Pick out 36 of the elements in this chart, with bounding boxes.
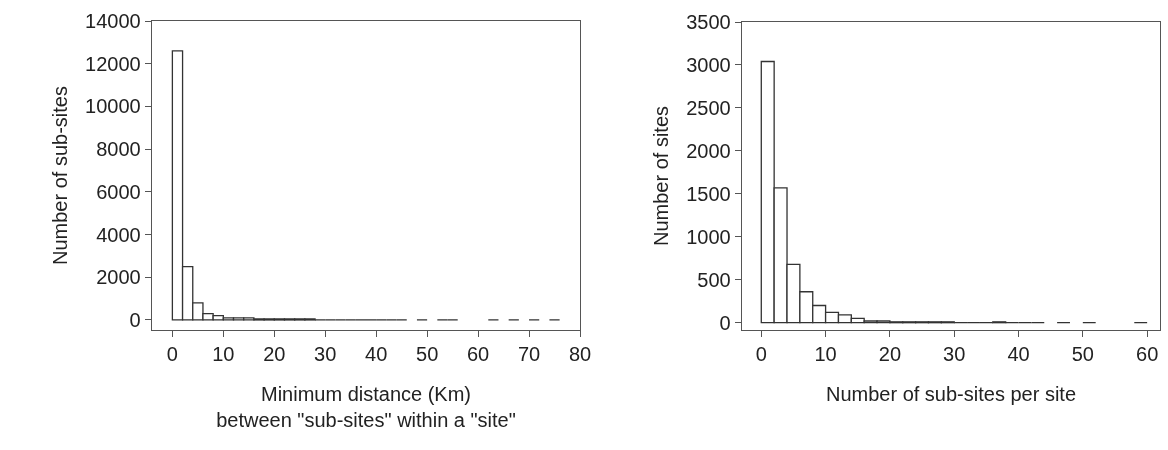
y-tick-label: 2000 (96, 266, 141, 289)
y-tick-label: 2000 (686, 139, 731, 162)
x-axis-title: Number of sub-sites per site (825, 382, 1077, 405)
x-tick-label: 30 (314, 343, 337, 366)
y-tick-label: 3000 (686, 53, 731, 76)
y-tick-label: 4000 (96, 223, 141, 246)
x-tick-label: 60 (1136, 343, 1159, 366)
y-tick-label: 12000 (85, 52, 141, 75)
y-tick-label: 2500 (686, 96, 731, 119)
x-tick-label: 30 (943, 343, 966, 366)
x-tick-label: 10 (212, 343, 235, 366)
y-tick-label: 3500 (686, 11, 731, 33)
x-tick-label: 0 (755, 343, 767, 366)
x-tick-label: 50 (416, 343, 439, 366)
y-axis-title: Number of sites (649, 105, 672, 247)
x-tick-label: 40 (365, 343, 388, 366)
y-tick-label: 1000 (686, 225, 731, 248)
y-tick-label: 1500 (686, 182, 731, 205)
x-axis-title: Minimum distance (Km) between "sub-sites" within a "site" (216, 382, 516, 431)
y-tick-label: 14000 (85, 10, 141, 32)
y-tick-label: 6000 (96, 180, 141, 203)
y-tick-label: 8000 (96, 138, 141, 161)
x-tick-label: 70 (517, 343, 541, 366)
x-tick-label: 60 (466, 343, 490, 366)
y-axis-title: Number of sub-sites (48, 86, 71, 265)
x-tick-label: 0 (166, 343, 178, 366)
y-tick-label: 0 (129, 308, 141, 331)
y-tick-label: 500 (697, 268, 731, 291)
y-tick-label: 10000 (85, 95, 141, 118)
x-tick-label: 10 (814, 343, 837, 366)
y-tick-label: 0 (719, 311, 731, 334)
x-tick-label: 20 (263, 343, 286, 366)
x-tick-label: 20 (878, 343, 902, 366)
x-tick-label: 50 (1071, 343, 1094, 366)
x-tick-label: 40 (1007, 343, 1030, 366)
x-tick-label: 80 (568, 343, 592, 366)
